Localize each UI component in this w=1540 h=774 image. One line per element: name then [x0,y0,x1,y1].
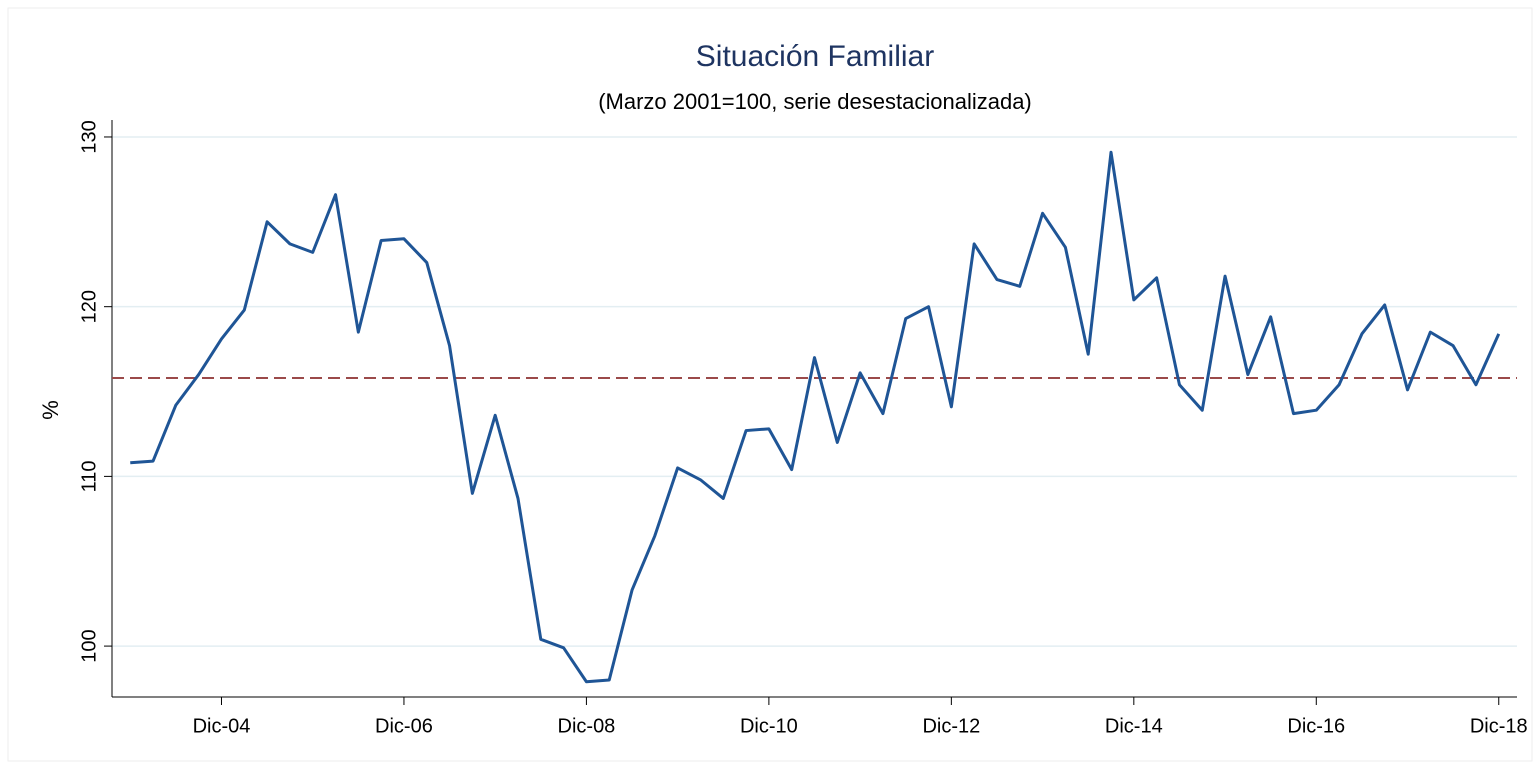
y-tick-label: 110 [78,460,100,492]
frame [7,7,1533,762]
data-line [130,150,1501,684]
y-tick-label: 130 [78,120,100,153]
x-tick-label: Dic-04 [193,715,251,737]
x-tick-label: Dic-14 [1105,715,1163,737]
x-tick-label: Dic-16 [1287,715,1345,737]
x-tick-label: Dic-10 [740,715,798,737]
x-tick-label: Dic-12 [922,715,980,737]
chart-subtitle: (Marzo 2001=100, serie desestacionalizad… [598,89,1032,114]
x-tick-label: Dic-08 [558,715,616,737]
x-tick-label: Dic-18 [1470,715,1528,737]
y-axis-label: % [38,400,63,420]
y-tick-label: 100 [78,629,100,662]
y-tick-label: 120 [78,290,100,323]
x-tick-label: Dic-06 [375,715,433,737]
chart-title: Situación Familiar [696,40,934,73]
